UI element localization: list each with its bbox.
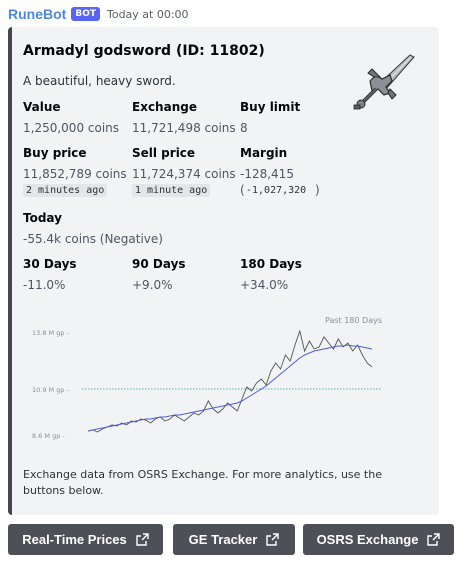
field-today-name: Today: [23, 211, 62, 225]
margin-detail-code: -1,027,320: [246, 185, 307, 196]
field-sell-price-value: 11,724,374 coins: [132, 167, 236, 181]
message-timestamp: Today at 00:00: [106, 7, 189, 21]
field-buy-price-name: Buy price: [23, 146, 87, 160]
price-history-chart[interactable]: Past 180 Days 13.8 M gp - 10.9 M gp - 8.…: [24, 311, 386, 441]
field-90days-name: 90 Days: [132, 257, 186, 271]
embed-description: A beautiful, heavy sword.: [23, 74, 176, 88]
message-header: RuneBot BOT Today at 00:00: [8, 4, 189, 24]
real-time-prices-label: Real-Time Prices: [22, 532, 127, 547]
y-tick-label: 13.8 M gp -: [32, 329, 70, 337]
field-margin-name: Margin: [240, 146, 288, 160]
field-30days-name: 30 Days: [23, 257, 77, 271]
field-buy-price-value: 11,852,789 coins: [23, 167, 127, 181]
chart-title: Past 180 Days: [325, 316, 382, 325]
average-series-line: [87, 344, 373, 432]
field-180days-value: +34.0%: [240, 278, 289, 292]
embed-footer: Exchange data from OSRS Exchange. For mo…: [23, 468, 382, 497]
field-180days-name: 180 Days: [240, 257, 302, 271]
bot-name[interactable]: RuneBot: [8, 6, 67, 22]
embed-title: Armadyl godsword (ID: 11802): [23, 43, 265, 59]
ge-tracker-label: GE Tracker: [188, 532, 258, 547]
field-90days-value: +9.0%: [132, 278, 173, 292]
y-tick-label: 10.9 M gp -: [32, 386, 70, 394]
field-buy-limit-name: Buy limit: [240, 100, 301, 114]
buy-price-age-code: 2 minutes ago: [23, 184, 108, 197]
field-sell-price-name: Sell price: [132, 146, 196, 160]
sell-price-age-code: 1 minute ago: [132, 184, 211, 197]
field-value-name: Value: [23, 100, 61, 114]
osrs-exchange-button[interactable]: OSRS Exchange: [303, 524, 454, 555]
field-margin-value: -128,415: [240, 167, 294, 181]
external-link-icon: [427, 533, 441, 546]
real-time-prices-button[interactable]: Real-Time Prices: [8, 524, 163, 555]
field-value-value: 1,250,000 coins: [23, 121, 120, 135]
item-embed: Armadyl godsword (ID: 11802) A beautiful…: [8, 27, 439, 515]
field-30days-value: -11.0%: [23, 278, 66, 292]
ge-tracker-button[interactable]: GE Tracker: [173, 524, 295, 555]
bot-badge: BOT: [71, 7, 100, 21]
external-link-icon: [266, 533, 280, 546]
armadyl-godsword-icon[interactable]: [350, 49, 416, 115]
field-exchange-name: Exchange: [132, 100, 197, 114]
margin-paren-close: ): [315, 183, 320, 197]
external-link-icon: [136, 533, 149, 546]
field-buy-limit-value: 8: [240, 121, 248, 135]
y-tick-label: 8.6 M gp -: [32, 432, 65, 440]
margin-paren-open: (: [240, 183, 245, 197]
osrs-exchange-label: OSRS Exchange: [316, 532, 419, 547]
field-exchange-value: 11,721,498 coins: [132, 121, 236, 135]
price-series-line: [87, 329, 373, 433]
field-today-value: -55.4k coins (Negative): [23, 232, 163, 246]
